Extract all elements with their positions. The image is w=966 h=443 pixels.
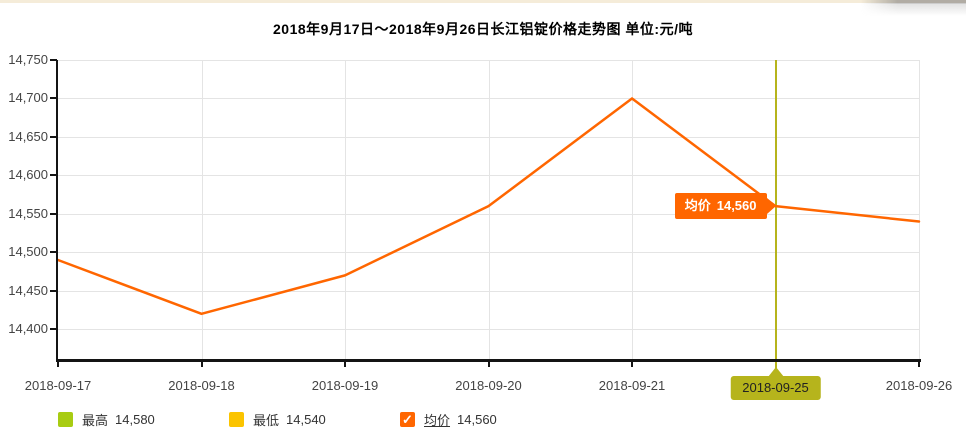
gridline <box>488 60 490 360</box>
legend-item-max[interactable]: 最高 14,580 <box>58 410 155 429</box>
gridline <box>919 60 920 360</box>
y-axis-tick <box>50 251 57 254</box>
chart-title: 2018年9月17日～2018年9月26日长江铝锭价格走势图 单位:元/吨 <box>273 21 693 37</box>
x-axis-line <box>56 359 921 362</box>
top-right-shadow <box>861 0 966 16</box>
y-axis-tick <box>50 59 57 61</box>
x-axis-label[interactable]: 2018-09-21 <box>598 378 666 393</box>
y-axis-label: 14,500 <box>8 244 48 260</box>
tooltip-value: 14,560 <box>716 198 757 214</box>
x-axis-label[interactable]: 2018-09-18 <box>168 378 235 393</box>
legend-value-max: 14,580 <box>115 412 155 427</box>
selected-date-label[interactable]: 2018-09-25 <box>730 376 821 400</box>
y-axis-label: 14,450 <box>8 282 48 298</box>
x-axis-tick <box>57 360 59 367</box>
selection-pointer-icon <box>767 367 784 377</box>
y-axis-tick <box>50 174 57 177</box>
x-axis-tick <box>487 360 490 367</box>
y-axis-tick <box>50 289 57 292</box>
tooltip-series-label: 均价 <box>684 198 711 214</box>
x-axis-tick <box>918 360 920 367</box>
y-axis-label: 14,550 <box>8 205 48 221</box>
legend-item-avg[interactable]: ✓ 均价 14,560 <box>400 410 497 429</box>
y-axis-label: 14,400 <box>8 321 48 337</box>
tooltip-arrow-icon <box>766 198 776 215</box>
x-axis-label[interactable]: 2018-09-19 <box>311 378 379 393</box>
legend-item-min[interactable]: 最低 14,540 <box>229 410 326 429</box>
legend-value-avg: 14,560 <box>457 412 497 427</box>
legend-label-max: 最高 <box>82 413 109 428</box>
y-axis-tick <box>50 97 57 100</box>
legend-label-avg: 均价 <box>424 413 451 428</box>
y-axis-tick <box>50 328 57 331</box>
legend-value-min: 14,540 <box>286 412 326 427</box>
tooltip: 均价 14,560 <box>674 193 776 220</box>
legend-swatch-max[interactable] <box>58 412 73 427</box>
y-axis-label: 14,600 <box>8 167 48 183</box>
legend-label-min: 最低 <box>253 413 280 428</box>
legend-swatch-avg[interactable]: ✓ <box>400 412 415 427</box>
y-axis-tick <box>50 212 57 215</box>
gridline <box>632 60 633 360</box>
y-axis-label: 14,650 <box>8 128 48 144</box>
check-icon: ✓ <box>402 412 413 427</box>
y-axis-label: 14,750 <box>8 52 48 67</box>
selected-date-text: 2018-09-25 <box>742 380 809 395</box>
x-axis-label[interactable]: 2018-09-26 <box>885 378 953 393</box>
y-axis-label: 14,700 <box>8 90 48 106</box>
x-axis-tick <box>631 360 633 367</box>
y-axis-line <box>56 60 58 360</box>
x-axis-tick <box>344 360 346 367</box>
x-axis-tick <box>200 360 203 367</box>
gridline <box>345 60 346 360</box>
selected-date-vline <box>774 60 777 371</box>
page-top-border <box>0 0 966 3</box>
x-axis-label[interactable]: 2018-09-20 <box>455 378 522 393</box>
x-axis-label[interactable]: 2018-09-17 <box>24 378 92 393</box>
y-axis-tick <box>50 135 57 138</box>
legend-swatch-min[interactable] <box>229 412 244 427</box>
gridline <box>201 60 203 360</box>
